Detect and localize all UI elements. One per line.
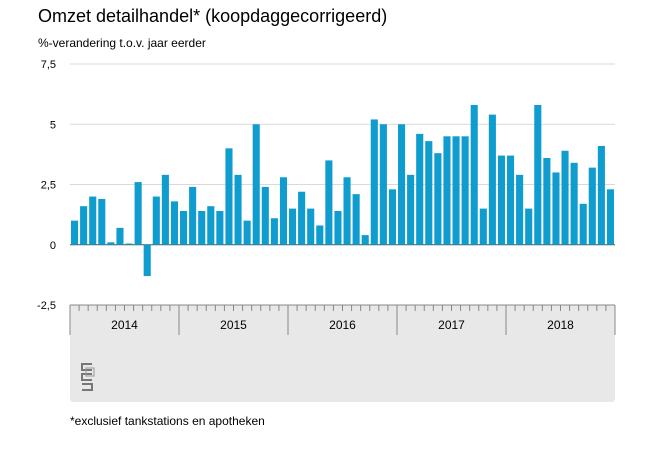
x-tick-label: 2018: [547, 318, 574, 332]
bar: [243, 220, 251, 245]
bar: [80, 206, 88, 245]
x-tick-label: 2017: [438, 318, 465, 332]
bar: [452, 136, 460, 245]
bar: [606, 189, 615, 245]
bar: [216, 211, 224, 245]
bar: [170, 201, 179, 245]
bar: [225, 148, 233, 245]
bar-series: [71, 104, 615, 277]
bar: [579, 203, 587, 245]
bar: [497, 155, 506, 245]
bar: [407, 174, 415, 245]
bar: [189, 186, 197, 245]
bar: [325, 160, 333, 245]
bar: [89, 196, 97, 245]
bar: [234, 174, 242, 245]
bar: [416, 133, 424, 245]
bar: [207, 206, 215, 245]
bar: [597, 145, 605, 245]
x-tick-label: 2016: [329, 318, 356, 332]
bar: [125, 243, 133, 245]
bar: [152, 196, 160, 245]
y-tick-label: 0: [50, 240, 56, 252]
y-axis-labels: -2,5 0 2,5 5 7,5: [37, 59, 56, 312]
bar: [143, 244, 151, 277]
y-tick-label: 2,5: [41, 180, 56, 192]
bar: [561, 150, 569, 245]
bar: [534, 104, 542, 245]
bar: [379, 124, 387, 245]
bar: [316, 225, 324, 245]
bar: [443, 136, 451, 245]
bar: [298, 191, 306, 245]
bar: [289, 208, 297, 245]
bar: [488, 114, 496, 245]
bar: [479, 208, 487, 245]
footnote: *exclusief tankstations en apotheken: [70, 414, 265, 428]
bar: [398, 124, 406, 245]
bar: [161, 174, 169, 245]
bar: [470, 104, 478, 245]
bar: [334, 211, 342, 245]
bar: [543, 157, 551, 245]
gridlines: [70, 63, 615, 306]
bar: [461, 136, 469, 245]
chart-subtitle: %-verandering t.o.v. jaar eerder: [38, 36, 206, 50]
bar: [525, 208, 533, 245]
bar: [270, 218, 278, 245]
y-tick-label: 7,5: [41, 59, 56, 71]
x-axis: 2014 2015 2016 2017 2018: [69, 304, 616, 335]
bar: [261, 186, 269, 245]
bar: [107, 242, 115, 245]
bar: [370, 119, 378, 245]
bar: [352, 194, 360, 245]
x-tick-label: 2014: [111, 318, 138, 332]
bar: [434, 153, 442, 245]
bar: [552, 172, 560, 245]
bar: [570, 162, 578, 245]
cbs-logo-icon: [81, 363, 95, 391]
bar: [516, 174, 524, 245]
bar: [361, 235, 369, 245]
bar: [425, 141, 433, 245]
bar: [507, 155, 515, 245]
bar: [279, 177, 288, 245]
bar: [180, 211, 188, 245]
bar: [388, 189, 397, 245]
bar: [71, 220, 79, 245]
bar: [307, 208, 315, 245]
bar: [198, 211, 206, 245]
bar: [588, 167, 596, 245]
bar: [116, 227, 124, 245]
chart-title: Omzet detailhandel* (koopdaggecorrigeerd…: [38, 6, 388, 26]
y-tick-label: -2,5: [37, 300, 56, 312]
bar: [343, 177, 351, 245]
x-tick-label: 2015: [220, 318, 247, 332]
bar: [252, 124, 260, 245]
bar: [134, 182, 142, 245]
x-axis-panel: [70, 305, 615, 402]
y-tick-label: 5: [50, 119, 56, 131]
bar: [98, 198, 106, 245]
